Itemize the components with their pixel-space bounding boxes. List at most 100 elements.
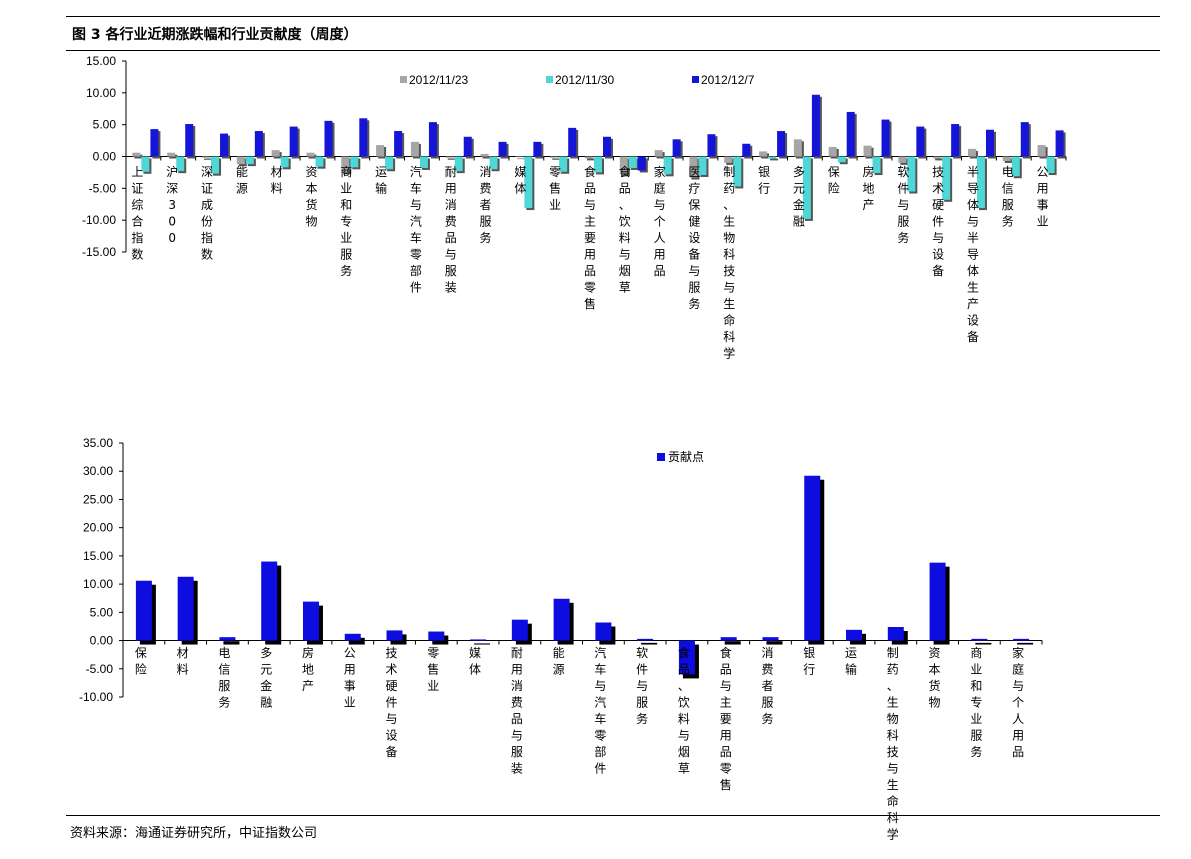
chart2-bar bbox=[302, 601, 319, 641]
svg-text:物: 物 bbox=[929, 696, 941, 710]
svg-text:货: 货 bbox=[305, 197, 317, 212]
svg-text:3: 3 bbox=[168, 198, 176, 212]
chart1-bar bbox=[1046, 156, 1055, 174]
svg-text:险: 险 bbox=[828, 181, 840, 196]
svg-text:生: 生 bbox=[723, 297, 735, 311]
svg-text:术: 术 bbox=[386, 663, 398, 677]
chart2-bar bbox=[678, 640, 695, 675]
svg-text:设: 设 bbox=[932, 248, 944, 262]
chart2-y-tick-label: 35.00 bbox=[83, 436, 113, 450]
svg-text:证: 证 bbox=[201, 182, 213, 196]
chart1-bar bbox=[603, 136, 611, 157]
svg-text:消: 消 bbox=[761, 646, 773, 660]
svg-text:体: 体 bbox=[967, 198, 979, 212]
svg-text:品: 品 bbox=[584, 182, 596, 196]
chart1-category-label: 媒体 bbox=[514, 165, 526, 196]
svg-text:车: 车 bbox=[410, 230, 422, 245]
svg-text:银: 银 bbox=[803, 646, 815, 660]
svg-text:庭: 庭 bbox=[1012, 662, 1024, 677]
svg-text:与: 与 bbox=[619, 248, 631, 262]
chart1-bar-shadow bbox=[517, 158, 526, 160]
svg-text:与: 与 bbox=[1012, 679, 1024, 693]
svg-text:备: 备 bbox=[967, 330, 979, 344]
svg-text:用: 用 bbox=[584, 248, 596, 262]
svg-text:命: 命 bbox=[887, 794, 899, 809]
chart2-category-label: 材料 bbox=[177, 646, 189, 677]
chart2-bar-shadow bbox=[348, 637, 365, 645]
title-rule bbox=[66, 50, 1160, 51]
chart2-bar-shadow bbox=[474, 643, 491, 645]
svg-text:烟: 烟 bbox=[678, 745, 690, 759]
svg-text:食: 食 bbox=[584, 164, 596, 179]
svg-text:务: 务 bbox=[218, 695, 230, 710]
chart2-bar-shadow bbox=[724, 641, 741, 645]
svg-text:件: 件 bbox=[932, 215, 944, 229]
chart2-bar bbox=[470, 639, 487, 641]
svg-text:件: 件 bbox=[897, 182, 909, 196]
svg-text:服: 服 bbox=[688, 281, 700, 295]
chart2-bar bbox=[595, 622, 612, 641]
chart1-category-label: 材料 bbox=[271, 165, 283, 196]
chart1-bar bbox=[376, 145, 385, 157]
svg-text:家: 家 bbox=[1012, 645, 1024, 660]
svg-text:服: 服 bbox=[897, 215, 909, 229]
svg-text:与: 与 bbox=[410, 198, 422, 212]
svg-text:庭: 庭 bbox=[654, 181, 666, 196]
chart1-bar bbox=[428, 122, 437, 157]
svg-text:备: 备 bbox=[932, 264, 944, 278]
chart1-bar bbox=[759, 151, 768, 157]
svg-text:用: 用 bbox=[511, 663, 523, 677]
chart1-bar bbox=[1055, 130, 1064, 157]
chart1-y-tick-label: -5.00 bbox=[89, 181, 117, 195]
chart2-bar bbox=[637, 638, 654, 641]
svg-text:金: 金 bbox=[260, 678, 272, 693]
svg-text:半: 半 bbox=[967, 165, 979, 179]
svg-text:和: 和 bbox=[970, 679, 982, 693]
chart1-bar bbox=[967, 148, 976, 157]
svg-text:学: 学 bbox=[887, 827, 899, 842]
chart1-bar bbox=[132, 152, 141, 157]
svg-text:业: 业 bbox=[1037, 215, 1049, 229]
svg-text:输: 输 bbox=[845, 662, 857, 677]
svg-text:个: 个 bbox=[1012, 696, 1024, 710]
svg-text:软: 软 bbox=[897, 165, 909, 179]
chart1-category-label: 运输 bbox=[375, 165, 387, 196]
chart2-bar-shadow bbox=[975, 642, 992, 645]
chart1-bar bbox=[733, 156, 742, 187]
svg-text:科: 科 bbox=[887, 811, 899, 825]
svg-text:零: 零 bbox=[594, 729, 606, 743]
chart1-bar bbox=[628, 156, 637, 168]
chart1-bar bbox=[324, 120, 333, 157]
chart1-bar bbox=[881, 119, 890, 157]
chart1-bar bbox=[524, 156, 533, 209]
svg-text:车: 车 bbox=[594, 662, 606, 677]
chart2-bar-shadow bbox=[641, 642, 658, 645]
chart1-bar-shadow bbox=[770, 158, 779, 161]
chart1-bar bbox=[445, 156, 454, 158]
svg-text:专: 专 bbox=[970, 695, 982, 710]
chart1-bar bbox=[515, 156, 524, 158]
svg-text:与: 与 bbox=[636, 679, 648, 693]
chart2-bar bbox=[261, 561, 278, 641]
svg-text:产: 产 bbox=[302, 679, 314, 693]
svg-text:人: 人 bbox=[1012, 712, 1024, 726]
chart1-bar bbox=[533, 141, 542, 157]
chart1-bar bbox=[185, 124, 194, 157]
svg-text:服: 服 bbox=[480, 215, 492, 229]
chart2-bar bbox=[1013, 638, 1030, 641]
chart2-y-tick-label: -5.00 bbox=[86, 662, 114, 676]
svg-text:业: 业 bbox=[344, 696, 356, 710]
svg-text:体: 体 bbox=[514, 182, 526, 196]
svg-text:务: 务 bbox=[340, 263, 352, 278]
svg-text:售: 售 bbox=[427, 662, 439, 677]
chart1-bar bbox=[793, 139, 802, 157]
svg-text:业: 业 bbox=[340, 182, 352, 196]
